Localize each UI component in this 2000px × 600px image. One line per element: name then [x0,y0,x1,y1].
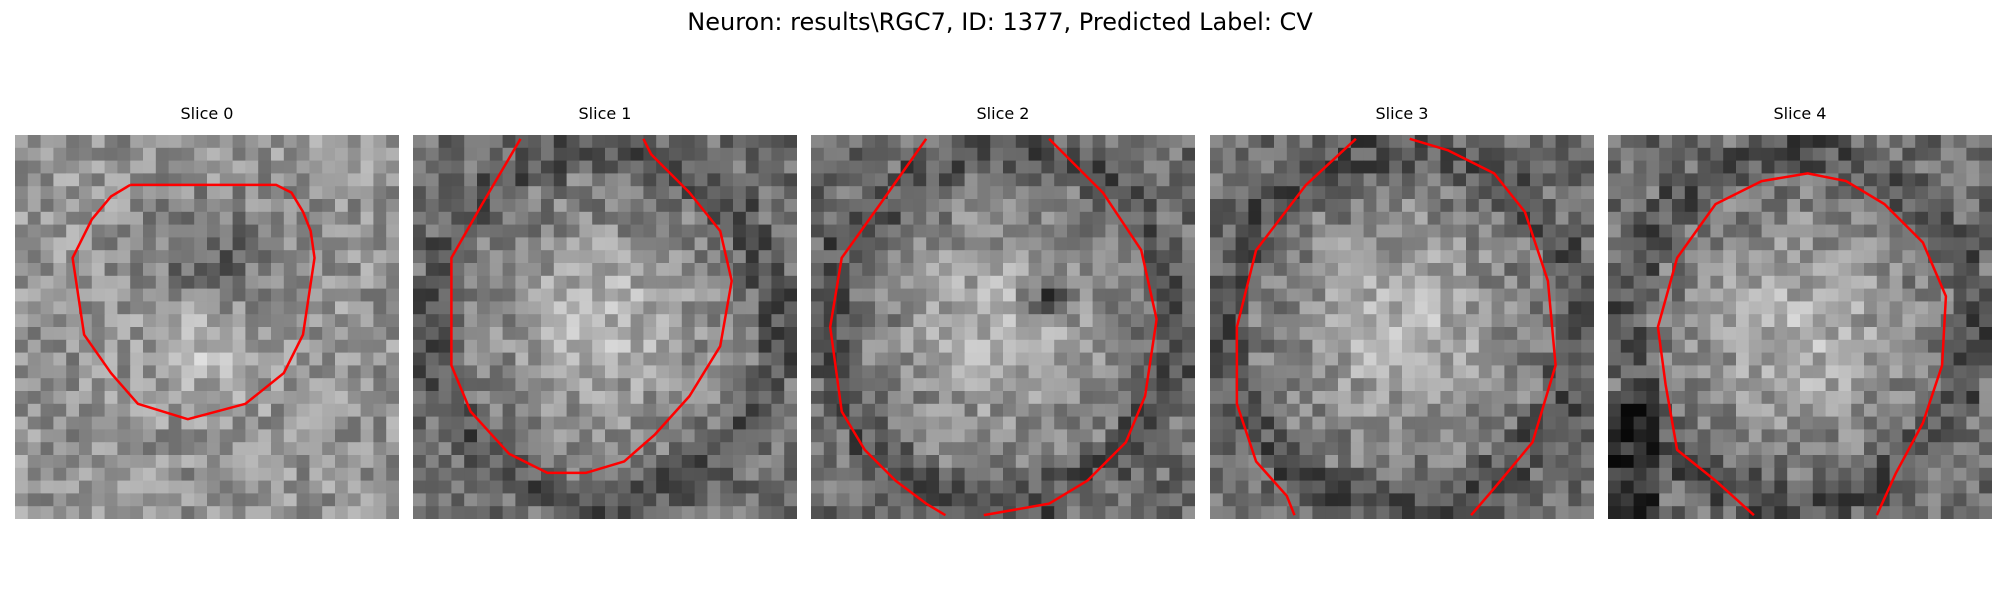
slice-image [15,135,399,519]
slice-title: Slice 2 [976,104,1030,123]
slice-image [1608,135,1992,519]
slice-title: Slice 4 [1773,104,1827,123]
grayscale-microscopy-image [1608,135,1992,519]
contour-line-right [1409,137,1557,516]
slice-image [811,135,1195,519]
slice-image [1210,135,1594,519]
contour-line [71,183,316,421]
grayscale-microscopy-image [15,135,399,519]
contour-line [1235,137,1357,516]
contour-line [450,138,733,475]
contour-line [1656,172,1948,517]
slice-title: Slice 3 [1375,104,1429,123]
contour-line-right [983,137,1158,517]
grayscale-microscopy-image [811,135,1195,519]
grayscale-microscopy-image [413,135,797,519]
slice-title: Slice 1 [578,104,632,123]
slice-image [413,135,797,519]
grayscale-microscopy-image [1210,135,1594,519]
slice-title: Slice 0 [180,104,234,123]
contour-line [828,138,947,517]
figure-title: Neuron: results\RGC7, ID: 1377, Predicte… [687,8,1313,36]
